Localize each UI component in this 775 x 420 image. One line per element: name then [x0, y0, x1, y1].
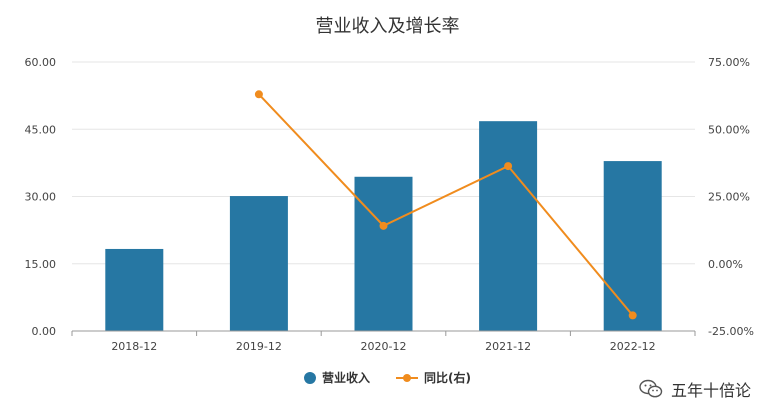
legend-item-revenue[interactable]: 营业收入: [304, 369, 370, 386]
legend-label: 营业收入: [322, 371, 371, 385]
series-line: [258, 93, 634, 317]
y-left-axis: 0.00 15.00 30.00 45.00 60.00: [25, 56, 57, 338]
line-point: [254, 90, 263, 99]
x-tick-label: 2022-12: [610, 340, 656, 353]
y-right-tick-label: 75.00%: [708, 56, 750, 69]
x-tick-label: 2020-12: [361, 340, 407, 353]
y-left-tick-label: 60.00: [25, 56, 57, 69]
y-left-tick-label: 30.00: [25, 191, 57, 204]
legend-bar-swatch: [304, 371, 316, 384]
bar-series: [105, 121, 662, 332]
watermark: 五年十倍论: [639, 377, 751, 401]
x-tick-label: 2018-12: [111, 340, 157, 353]
legend-line-swatch: [396, 372, 419, 384]
bar: [354, 176, 413, 331]
y-left-tick-label: 0.00: [32, 325, 57, 338]
legend: 营业收入 同比(右): [0, 369, 775, 386]
y-right-tick-label: -25.00%: [708, 325, 754, 338]
line-point: [504, 162, 513, 171]
y-left-tick-label: 15.00: [25, 258, 57, 271]
chart-title: 营业收入及增长率: [315, 16, 460, 37]
bar: [105, 248, 164, 331]
y-left-tick-label: 45.00: [25, 123, 57, 136]
y-right-tick-label: 50.00%: [708, 123, 750, 136]
x-tick-label: 2021-12: [485, 340, 531, 353]
y-right-tick-label: 25.00%: [708, 191, 750, 204]
y-right-axis: -25.00% 0.00% 25.00% 50.00% 75.00%: [708, 56, 754, 338]
line-point: [379, 221, 388, 230]
wechat-icon: [639, 379, 663, 398]
bar: [229, 196, 288, 331]
x-tick-label: 2019-12: [236, 340, 282, 353]
line-series: [254, 90, 637, 320]
y-right-tick-label: 0.00%: [708, 258, 743, 271]
legend-item-yoy[interactable]: 同比(右): [396, 369, 471, 386]
bar: [603, 161, 662, 331]
legend-label: 同比(右): [424, 371, 471, 385]
bar: [479, 121, 538, 332]
watermark-text: 五年十倍论: [670, 381, 751, 400]
x-axis: 2018-12 2019-12 2020-12 2021-12 2022-12: [71, 330, 696, 353]
line-point: [628, 311, 637, 320]
